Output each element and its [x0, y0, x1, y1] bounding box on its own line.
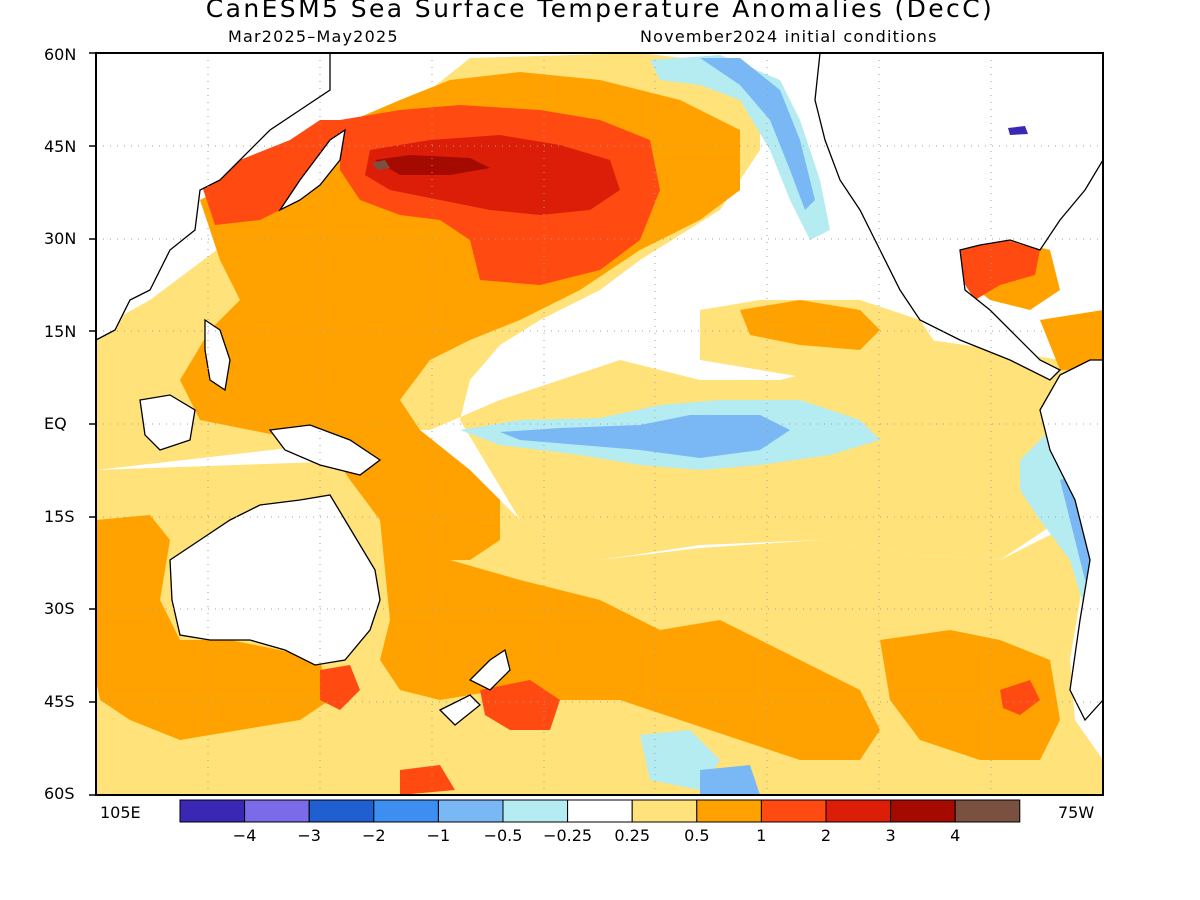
colorbar-label: 0.25 [614, 826, 650, 845]
colorbar [179, 799, 1021, 823]
land-australia [169, 494, 381, 666]
hot-region-south-sea [400, 765, 455, 795]
colorbar-swatch [696, 799, 762, 823]
colorbar-label: −0.5 [483, 826, 523, 845]
hot-region-tasman [320, 665, 360, 710]
land-new-guinea [268, 424, 382, 476]
warm-region-se-pacific [880, 630, 1060, 760]
colorbar-swatch [631, 799, 698, 823]
cold-region-equatorial-core [500, 415, 790, 458]
colorbar-swatch [437, 799, 504, 823]
lon-label-right: 75W [1058, 803, 1095, 822]
lat-ticks [89, 52, 96, 796]
colorbar-label: 3 [885, 826, 896, 845]
colorbar-label: −2 [362, 826, 386, 845]
colorbar-label: −0.25 [543, 826, 593, 845]
colorbar-swatch [373, 799, 439, 823]
colorbar-swatch [179, 799, 246, 823]
land-north-america [814, 52, 1104, 381]
warm-region-caribbean [1040, 310, 1103, 370]
land-nz [438, 648, 511, 726]
very-hot-region-north-pacific [365, 135, 620, 215]
hot-region-japan-coast [200, 120, 350, 225]
colorbar-label: −4 [232, 826, 257, 845]
colorbar-swatch [760, 799, 827, 823]
initial-conditions: November2024 initial conditions [640, 27, 938, 46]
land-philippines [204, 318, 231, 392]
colorbar-swatch [954, 799, 1021, 823]
warm-region-south-pacific [380, 520, 880, 760]
colorbar-swatch [244, 799, 310, 823]
lat-label-30n: 30N [44, 229, 77, 248]
chart-title: CanESM5 Sea Surface Temperature Anomalie… [205, 0, 995, 23]
colorbar-swatch [890, 799, 956, 823]
great-lakes-anomaly [1008, 126, 1028, 135]
colorbar-label: −3 [297, 826, 321, 845]
cold-region-south-patch [700, 765, 760, 795]
colorbar-label: 4 [950, 826, 961, 845]
lat-label-45n: 45N [44, 137, 77, 156]
hot-region-gulf-of-mexico [960, 240, 1040, 300]
colorbar-label: 1 [756, 826, 767, 845]
land-south-america [1039, 359, 1104, 722]
warm-region-indian-ocean [96, 515, 330, 740]
hot-region-nz [480, 680, 560, 730]
colorbar-swatch [567, 799, 633, 823]
lat-label-60n: 60N [44, 45, 77, 64]
lat-label-15n: 15N [44, 322, 77, 341]
grid-lines [96, 53, 1103, 795]
lon-label-left: 105E [100, 803, 141, 822]
land-borneo [139, 394, 196, 451]
warm-region-subtropical-east [740, 300, 880, 350]
cool-region-california [650, 55, 830, 240]
lat-label-60s: 60S [44, 784, 75, 803]
lat-label-eq: EQ [44, 414, 67, 433]
land-outlines [95, 52, 1104, 726]
colorbar-swatch [502, 799, 569, 823]
hot-region-se-small [1000, 680, 1040, 715]
max-hot-spot [372, 160, 390, 170]
forecast-period: Mar2025–May2025 [228, 27, 399, 46]
land-asia [95, 52, 331, 342]
colorbar-swatch [308, 799, 375, 823]
colorbar-label: 0.5 [684, 826, 710, 845]
cold-region-california-coast [700, 58, 815, 210]
colorbar-label: −1 [426, 826, 451, 845]
colorbar-swatch [825, 799, 892, 823]
land-japan [278, 128, 346, 212]
lat-label-45s: 45S [44, 692, 75, 711]
colorbar-label: 2 [820, 826, 832, 845]
lat-label-15s: 15S [44, 507, 75, 526]
lat-label-30s: 30S [44, 599, 75, 618]
